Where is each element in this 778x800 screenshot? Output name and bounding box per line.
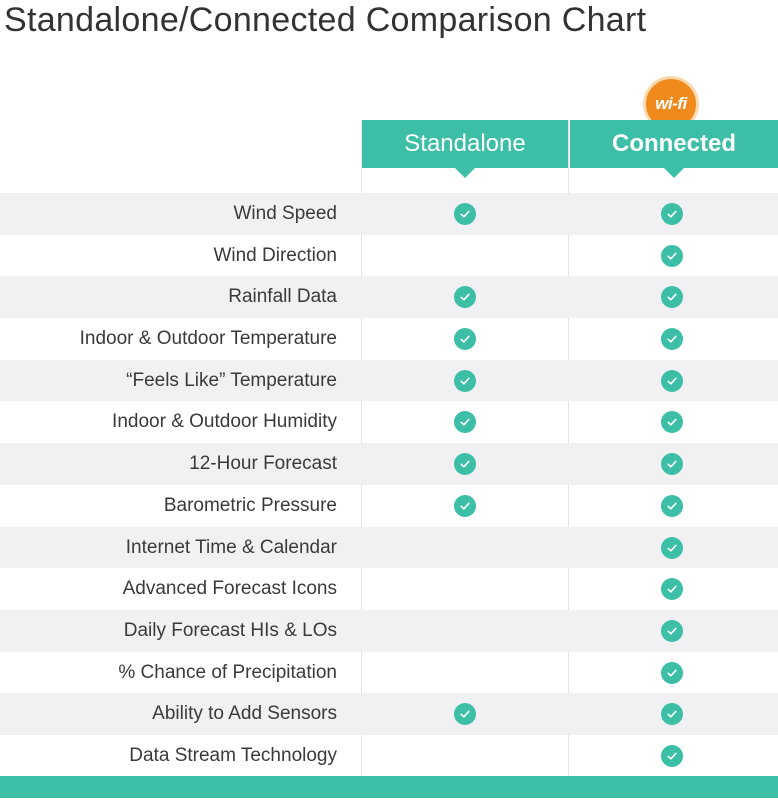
feature-label: “Feels Like” Temperature [126,369,337,391]
check-icon [661,536,683,559]
check-icon [661,494,683,517]
check-icon [454,328,476,351]
column-header-label: Connected [611,130,736,157]
feature-label: Internet Time & Calendar [125,536,337,558]
check-icon [454,703,476,726]
column-header-connected: Connected [570,120,778,178]
feature-label: Barometric Pressure [163,494,337,516]
table-row: % Chance of Precipitation [0,652,778,694]
feature-label: Data Stream Technology [129,744,337,766]
check-icon [454,411,476,434]
table-row: Advanced Forecast Icons [0,568,778,610]
table-row: Indoor & Outdoor Humidity [0,401,778,443]
check-icon [661,619,683,642]
table-row: 12-Hour Forecast [0,443,778,485]
table-row: Indoor & Outdoor Temperature [0,318,778,360]
pointer-triangle [455,168,475,178]
check-icon [661,453,683,476]
check-icon [454,203,476,225]
pointer-triangle [664,168,684,178]
feature-label: Indoor & Outdoor Humidity [112,411,337,433]
column-header-label: Standalone [404,130,526,157]
check-icon [661,286,683,309]
feature-label: Advanced Forecast Icons [122,578,337,600]
page-title: Standalone/Connected Comparison Chart [4,1,647,39]
table-row: Data Stream Technology [0,735,778,777]
check-icon [661,744,683,767]
table-row: Ability to Add Sensors [0,693,778,735]
feature-label: Daily Forecast HIs & LOs [123,619,337,641]
check-icon [661,661,683,684]
feature-label: Ability to Add Sensors [152,703,337,725]
comparison-table: Wind Speed Wind Direction Rainfall Data Ind… [0,193,778,777]
check-icon [454,286,476,309]
check-icon [454,494,476,517]
feature-label: % Chance of Precipitation [118,661,337,683]
feature-label: 12-Hour Forecast [189,453,337,475]
check-icon [661,244,683,267]
table-row: Internet Time & Calendar [0,526,778,569]
check-icon [661,703,683,726]
check-icon [661,328,683,351]
feature-label: Wind Direction [213,244,337,266]
check-icon [454,369,476,392]
column-header-standalone: Standalone [362,120,568,178]
table-row: Rainfall Data [0,276,778,319]
table-row: Daily Forecast HIs & LOs [0,609,778,652]
feature-label: Indoor & Outdoor Temperature [79,328,337,350]
check-icon [454,453,476,476]
check-icon [661,578,683,601]
check-icon [661,203,683,225]
feature-label: Rainfall Data [228,286,337,308]
footer-bar [0,776,778,798]
check-icon [661,411,683,434]
check-icon [661,369,683,392]
table-row: Wind Speed [0,193,778,235]
feature-label: Wind Speed [233,203,337,224]
table-row: “Feels Like” Temperature [0,359,778,402]
table-row: Barometric Pressure [0,485,778,527]
table-row: Wind Direction [0,235,778,277]
